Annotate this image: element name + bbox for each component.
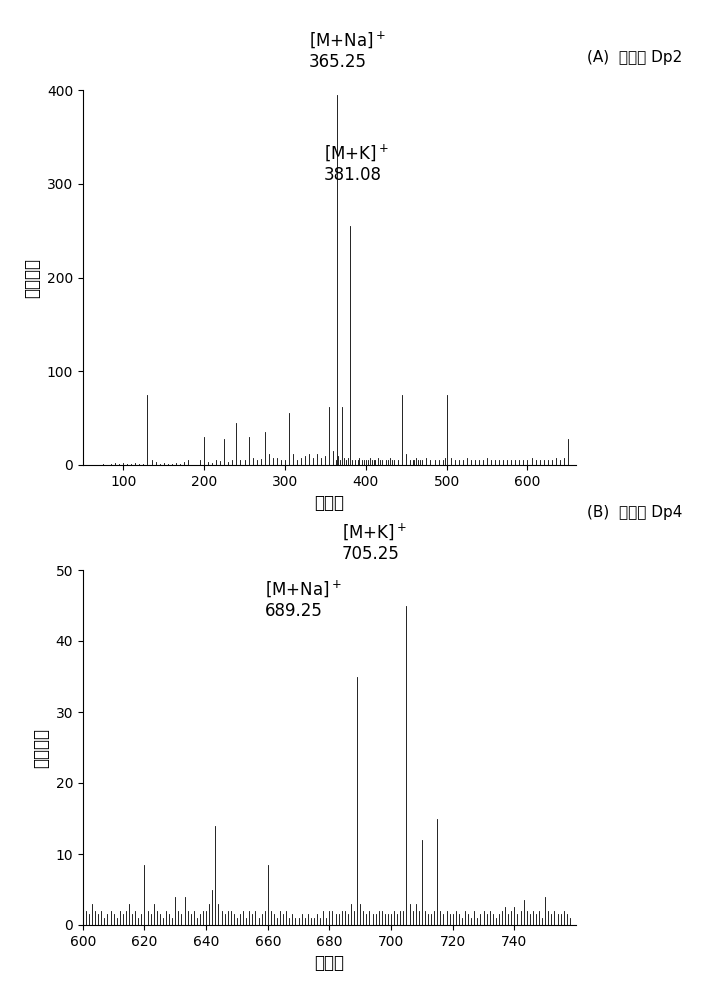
Y-axis label: 离子强度: 离子强度 bbox=[23, 257, 41, 298]
Text: (B)  麦芽糖 Dp4: (B) 麦芽糖 Dp4 bbox=[587, 505, 682, 520]
Text: [M+Na]$^+$
689.25: [M+Na]$^+$ 689.25 bbox=[265, 578, 341, 620]
X-axis label: 质荷比: 质荷比 bbox=[315, 954, 344, 972]
Text: [M+Na]$^+$
365.25: [M+Na]$^+$ 365.25 bbox=[309, 30, 386, 71]
Text: [M+K]$^+$
705.25: [M+K]$^+$ 705.25 bbox=[342, 521, 407, 563]
X-axis label: 质荷比: 质荷比 bbox=[315, 494, 344, 512]
Y-axis label: 离子强度: 离子强度 bbox=[32, 728, 50, 768]
Text: (A)  麦芽糖 Dp2: (A) 麦芽糖 Dp2 bbox=[587, 50, 682, 65]
Text: [M+K]$^+$
381.08: [M+K]$^+$ 381.08 bbox=[324, 142, 389, 184]
